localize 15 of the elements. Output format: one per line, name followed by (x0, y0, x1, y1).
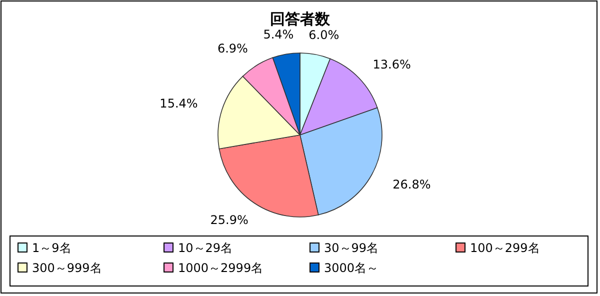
legend-label: 1～9名 (32, 241, 72, 255)
legend-label: 30～99名 (324, 241, 379, 255)
legend-label: 10～29名 (178, 241, 233, 255)
data-label: 26.8% (392, 177, 431, 192)
data-label: 6.9% (217, 42, 248, 56)
legend-label: 100～299名 (470, 241, 540, 255)
data-label: 5.4% (263, 28, 294, 42)
data-label: 25.9% (210, 213, 248, 228)
legend-label: 300～999名 (32, 261, 102, 275)
data-label: 15.4% (160, 96, 198, 111)
chart-title: 回答者数 (270, 10, 331, 28)
data-label: 13.6% (372, 57, 411, 72)
legend-label: 1000～2999名 (178, 261, 264, 275)
data-label: 6.0% (308, 28, 340, 42)
legend-label: 3000名～ (324, 261, 379, 275)
